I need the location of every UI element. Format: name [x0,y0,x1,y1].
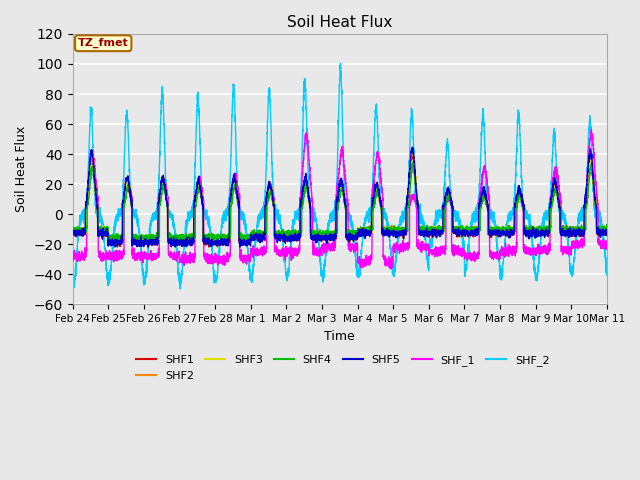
SHF5 [603,230,611,236]
SHF3 [603,229,611,235]
SHF4 [320,232,328,238]
SHF2 [490,230,498,236]
SHF5 [320,236,328,242]
SHF4 [460,224,467,230]
SHF2 [320,232,328,238]
SHF3 [68,228,76,234]
Line: SHF_1: SHF_1 [72,130,607,269]
Legend: SHF1, SHF2, SHF3, SHF4, SHF5, SHF_1, SHF_2: SHF1, SHF2, SHF3, SHF4, SHF5, SHF_1, SHF… [132,351,554,385]
SHF1 [205,244,213,250]
SHF4 [430,230,438,236]
SHF_2 [320,272,328,278]
SHF5 [409,144,417,150]
SHF2 [460,227,467,233]
SHF1 [68,226,76,232]
SHF3 [164,236,172,242]
SHF1 [320,233,328,239]
SHF_2 [68,284,76,290]
SHF5 [460,230,467,236]
SHF1 [603,229,611,235]
SHF_2 [603,263,611,269]
SHF_1 [387,266,395,272]
SHF1 [164,237,172,242]
Line: SHF5: SHF5 [72,147,607,247]
SHF_1 [588,127,595,132]
SHF_1 [320,240,328,246]
SHF2 [164,235,172,240]
SHF_1 [490,250,497,256]
SHF_1 [460,247,467,253]
SHF5 [603,232,611,238]
SHF3 [490,228,497,234]
SHF_2 [603,272,611,278]
SHF2 [409,145,417,151]
SHF_1 [430,249,438,254]
SHF1 [490,228,498,233]
SHF3 [430,229,438,235]
SHF2 [603,228,611,234]
SHF_1 [164,252,172,258]
SHF4 [603,225,611,230]
SHF4 [68,228,76,233]
SHF5 [490,228,498,233]
SHF3 [587,157,595,163]
SHF4 [239,239,246,244]
SHF3 [603,226,611,232]
SHF1 [603,228,611,233]
SHF_2 [165,213,173,219]
Line: SHF2: SHF2 [72,148,607,245]
SHF3 [320,231,328,237]
SHF4 [603,226,611,231]
SHF_2 [337,60,344,66]
Text: TZ_fmet: TZ_fmet [78,38,129,48]
Title: Soil Heat Flux: Soil Heat Flux [287,15,392,30]
SHF2 [603,230,611,236]
SHF2 [168,242,176,248]
X-axis label: Time: Time [324,330,355,343]
Line: SHF4: SHF4 [72,163,607,241]
SHF5 [165,240,173,246]
SHF_2 [460,237,467,243]
SHF3 [460,227,467,232]
SHF5 [68,230,76,236]
SHF4 [490,228,498,234]
SHF2 [68,229,76,235]
SHF1 [430,231,438,237]
SHF4 [408,160,416,166]
SHF_2 [430,226,438,232]
SHF5 [144,244,152,250]
SHF_1 [603,241,611,247]
SHF2 [430,231,438,237]
SHF1 [460,229,467,235]
Line: SHF3: SHF3 [72,160,607,242]
Y-axis label: Soil Heat Flux: Soil Heat Flux [15,126,28,212]
SHF_1 [603,238,611,243]
Line: SHF_2: SHF_2 [72,63,607,289]
SHF3 [224,240,232,245]
SHF_1 [68,253,76,259]
Line: SHF1: SHF1 [72,152,607,247]
SHF5 [430,230,438,236]
SHF_2 [69,287,77,292]
SHF_2 [490,214,498,220]
SHF4 [164,234,172,240]
SHF1 [408,149,416,155]
